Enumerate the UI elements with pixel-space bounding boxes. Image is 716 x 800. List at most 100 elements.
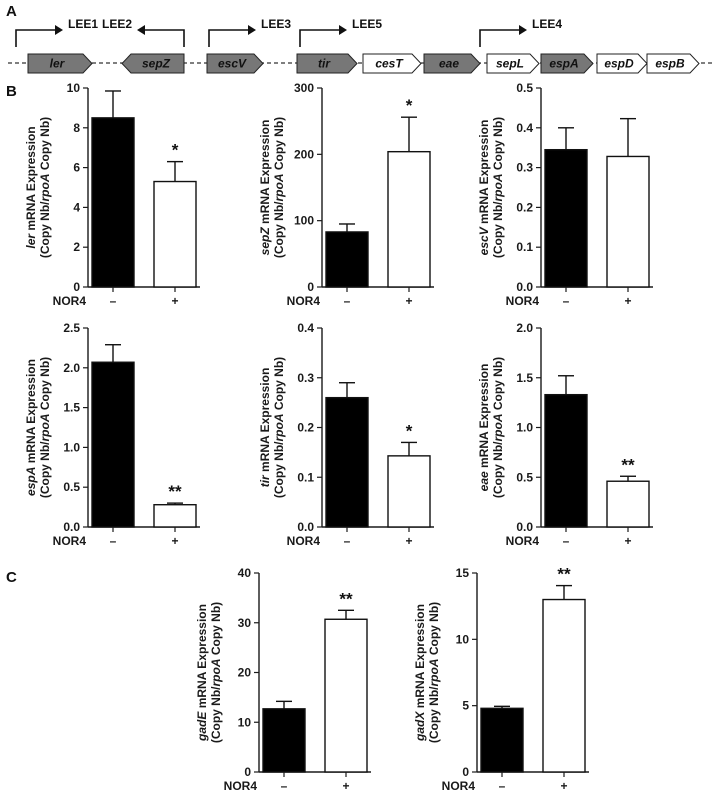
significance-marker: * [406,96,413,115]
y-tick-label: 10 [456,632,470,646]
treatment-label: NOR4 [53,534,87,548]
bar-control [262,708,306,773]
promoter-head-LEE4 [519,25,527,35]
bar-control [91,117,135,288]
y-tick-label: 0.0 [63,520,80,534]
promoter-head-LEE5 [339,25,347,35]
y-axis-label-suffix: mRNA Expression [477,120,491,228]
x-tick-label: + [171,294,178,308]
y-axis-label-suffix: mRNA Expression [477,364,491,472]
promoter-arrow-LEE3 [208,29,249,47]
chart-gadE: 0 10 20 30 40 gadE mRNA Expression(Copy Nb/rp… [195,566,371,793]
y-axis-label-line1: espA mRNA Expression [24,359,38,496]
bar-control [544,148,588,288]
y-tick-label: 8 [73,121,80,135]
gene-label-escV: escV [218,57,247,71]
gene-arrow-tir [296,53,358,74]
gene-label-tir: tir [318,57,331,71]
chart-escV: 0.0 0.1 0.2 0.3 0.4 0.5 escV mRNA Expression(C… [477,81,653,308]
y-tick-label: 2.0 [63,361,80,375]
x-tick-label: + [624,534,631,548]
y-axis-label-line1: gadX mRNA Expression [413,604,427,742]
y-tick-label: 0.2 [297,421,314,435]
y-tick-label: 5 [462,699,469,713]
gene-arrow-ler [27,53,93,74]
y-axis-label-line2: (Copy Nb/rpoA Copy Nb) [209,602,223,743]
y-tick-label: 2.0 [516,321,533,335]
chart-tir: 0.0 0.1 0.2 0.3 0.4 tir mRNA Expression (Copy … [258,321,434,548]
y-axis-label-line2: (Copy Nb/rpoA Copy Nb) [427,602,441,743]
x-tick-label: + [171,534,178,548]
y-tick-label: 20 [238,666,252,680]
y-tick-label: 0.5 [516,81,533,95]
y-axis-label-line1: ler mRNA Expression [24,126,38,248]
bar-control [325,396,369,528]
y-tick-label: 1.5 [63,401,80,415]
y-tick-label: 10 [238,715,252,729]
y-axis-label-suffix: mRNA Expression [195,604,209,712]
treatment-label: NOR4 [53,294,87,308]
x-tick-label: – [563,294,570,308]
gene-arrow-eae [423,53,481,74]
gene-label-ler: ler [50,57,66,71]
treatment-label: NOR4 [287,534,321,548]
y-tick-label: 0.5 [516,470,533,484]
x-tick-label: – [281,779,288,793]
y-axis-label-line1: escV mRNA Expression [477,120,491,256]
bar-control [480,707,524,773]
promoter-label-LEE1: LEE1 [68,17,98,31]
promoter-label-LEE2: LEE2 [102,17,132,31]
gene-label-espA: espA [549,57,578,71]
y-axis-label-line2: (Copy Nb/rpoA Copy Nb) [491,357,505,498]
y-axis-label-gene: sepZ [258,227,272,256]
y-tick-label: 1.0 [63,440,80,454]
y-tick-label: 1.0 [516,421,533,435]
y-axis-label-suffix: mRNA Expression [24,126,38,234]
bar-treated [606,155,650,288]
treatment-label: NOR4 [506,294,540,308]
chart-eae: 0.0 0.5 1.0 1.5 2.0 eae mRNA Expression (Copy … [477,321,653,548]
promoter-head-LEE1 [55,25,63,35]
y-axis-label-line2: (Copy Nb/rpoA Copy Nb) [38,357,52,498]
y-tick-label: 0.0 [516,280,533,294]
x-tick-label: – [563,534,570,548]
promoter-arrow-LEE5 [299,29,340,47]
y-axis-label-line2: (Copy Nb/rpoA Copy Nb) [272,117,286,258]
y-tick-label: 1.5 [516,371,533,385]
promoter-head-LEE2 [137,25,145,35]
gene-label-espB: espB [655,57,685,71]
promoters: LEE1 LEE2 LEE3 LEE5 LEE4 [15,17,562,47]
y-tick-label: 6 [73,161,80,175]
y-tick-label: 100 [294,214,314,228]
y-tick-label: 0.3 [516,161,533,175]
x-tick-label: – [344,534,351,548]
y-tick-label: 0.3 [297,371,314,385]
x-tick-label: + [405,294,412,308]
bar-treated [542,598,586,773]
x-tick-label: + [624,294,631,308]
significance-marker: ** [339,589,353,608]
bar-treated [153,504,197,528]
gene-arrow-espD [596,53,648,74]
y-axis-label-line2: (Copy Nb/rpoA Copy Nb) [491,117,505,258]
y-axis-label-gene: gadE [195,711,209,742]
gene-arrow-sepL [486,53,540,74]
gene-arrow-sepZ [121,53,185,74]
gene-arrow-escV [206,53,264,74]
y-axis-label-suffix: mRNA Expression [258,120,272,228]
x-tick-label: – [110,534,117,548]
y-tick-label: 0.1 [516,240,533,254]
chart-ler: 0 2 4 6 8 10 ler mRNA Expression (Copy Nb/rpoA … [24,81,200,308]
y-axis-label-line1: eae mRNA Expression [477,364,491,492]
y-tick-label: 2.5 [63,321,80,335]
y-axis-label-line2: (Copy Nb/rpoA Copy Nb) [38,117,52,258]
promoter-label-LEE5: LEE5 [352,17,382,31]
x-tick-label: – [110,294,117,308]
significance-marker: ** [557,565,571,584]
gene-label-espD: espD [604,57,634,71]
x-tick-label: + [560,779,567,793]
promoter-label-LEE3: LEE3 [261,17,291,31]
gene-label-cesT: cesT [375,57,404,71]
